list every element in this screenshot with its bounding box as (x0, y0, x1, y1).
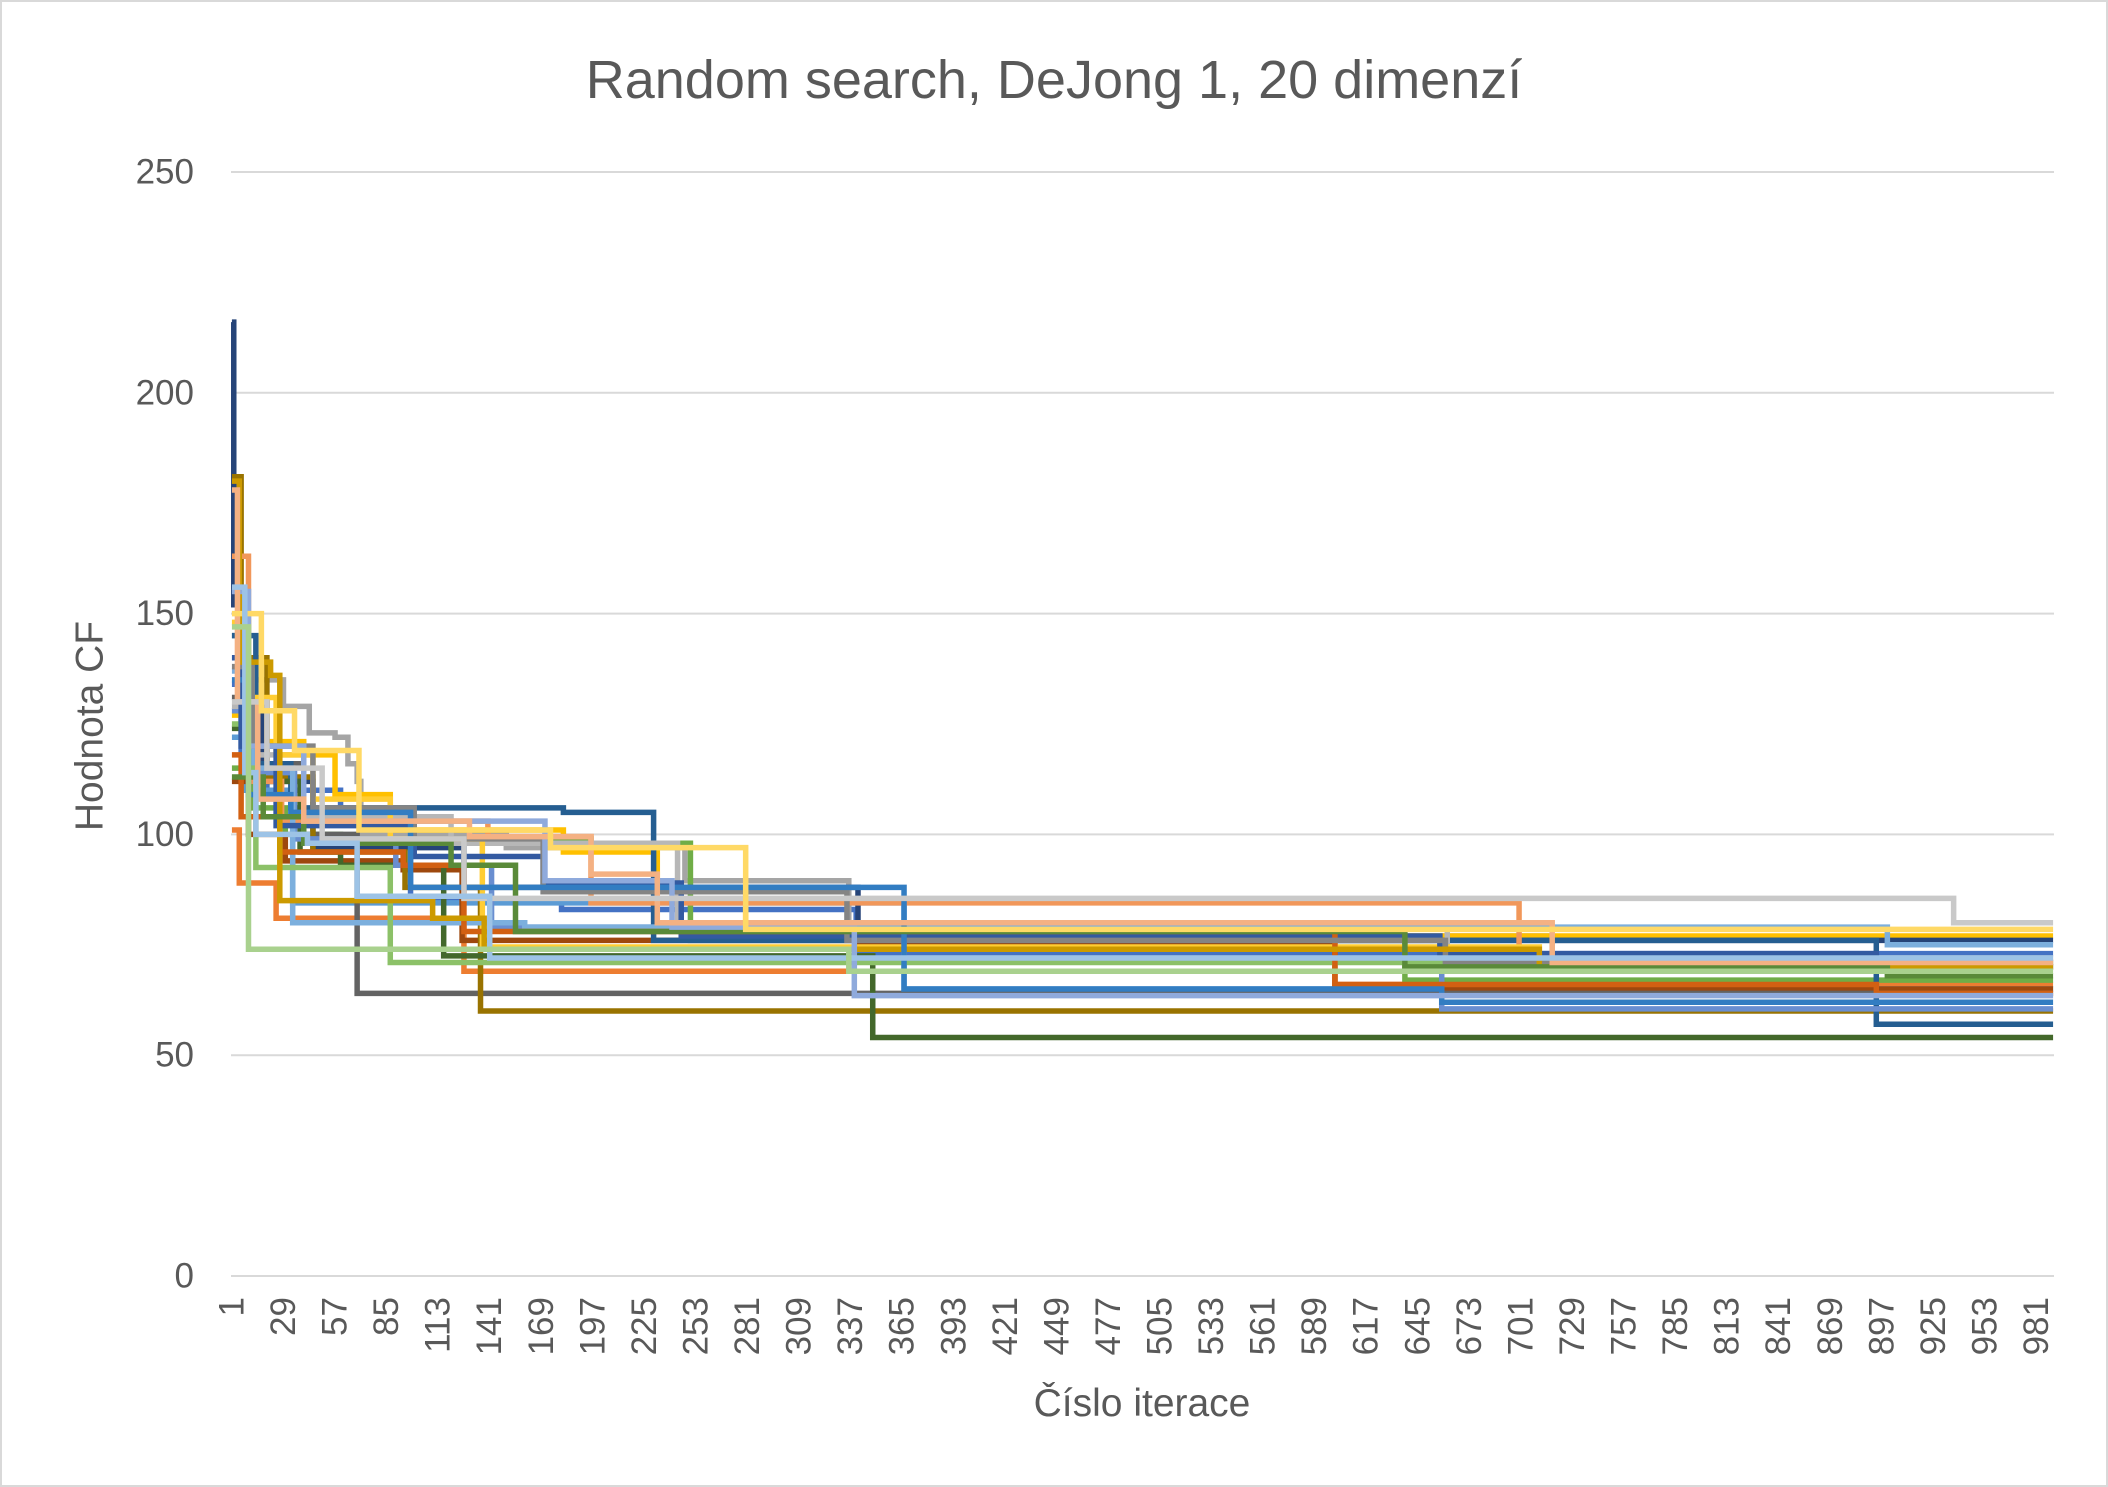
x-tick-label: 981 (2017, 1297, 2056, 1355)
y-axis-title: Hodnota CF (69, 621, 112, 831)
x-tick-label: 365 (883, 1297, 922, 1355)
y-tick-label: 250 (136, 153, 194, 192)
chart-title: Random search, DeJong 1, 20 dimenzí (586, 50, 1523, 110)
x-tick-label: 85 (367, 1297, 406, 1336)
x-tick-label: 785 (1656, 1297, 1695, 1355)
y-tick-label: 50 (155, 1036, 194, 1075)
x-tick-label: 477 (1089, 1297, 1128, 1355)
x-tick-label: 645 (1398, 1297, 1437, 1355)
series-line (231, 699, 2054, 926)
x-tick-label: 897 (1862, 1297, 1901, 1355)
x-tick-label: 589 (1295, 1297, 1334, 1355)
x-axis-tick-labels: 1 29 57 85 113 141 169 197 225 253 281 309 337 365 393… (212, 1297, 2056, 1355)
x-tick-label: 813 (1708, 1297, 1747, 1355)
x-tick-label: 729 (1553, 1297, 1592, 1355)
x-tick-label: 505 (1140, 1297, 1179, 1355)
x-tick-label: 953 (1965, 1297, 2004, 1355)
y-tick-label: 200 (136, 373, 194, 412)
x-tick-label: 841 (1759, 1297, 1798, 1355)
x-tick-label: 533 (1192, 1297, 1231, 1355)
x-tick-label: 701 (1501, 1297, 1540, 1355)
y-tick-label: 150 (136, 594, 194, 633)
x-tick-label: 281 (728, 1297, 767, 1355)
series-line (231, 584, 2054, 961)
x-tick-label: 337 (831, 1297, 870, 1355)
x-tick-label: 197 (573, 1297, 612, 1355)
x-axis-title: Číslo iterace (1034, 1381, 1251, 1425)
x-tick-label: 253 (676, 1297, 715, 1355)
series-line (231, 774, 2054, 979)
x-tick-label: 225 (625, 1297, 664, 1355)
x-tick-label: 309 (780, 1297, 819, 1355)
y-axis-tick-labels: 0 50 100 150 200 250 (136, 153, 194, 1296)
x-tick-label: 869 (1811, 1297, 1850, 1355)
y-tick-label: 100 (136, 815, 194, 854)
x-tick-label: 141 (470, 1297, 509, 1355)
x-tick-label: 169 (522, 1297, 561, 1355)
x-tick-label: 617 (1347, 1297, 1386, 1355)
x-tick-label: 29 (264, 1297, 303, 1336)
series-lines (231, 319, 2054, 1041)
x-tick-label: 925 (1914, 1297, 1953, 1355)
x-tick-label: 113 (419, 1297, 458, 1353)
series-line (231, 624, 2054, 975)
x-tick-label: 421 (986, 1297, 1025, 1355)
series-line (231, 610, 2054, 933)
y-tick-label: 0 (175, 1257, 194, 1296)
x-tick-label: 449 (1037, 1297, 1076, 1355)
x-tick-label: 673 (1450, 1297, 1489, 1355)
x-tick-label: 561 (1244, 1297, 1283, 1355)
x-tick-label: 757 (1605, 1297, 1644, 1355)
x-tick-label: 1 (212, 1297, 251, 1316)
x-tick-label: 57 (316, 1297, 355, 1336)
x-tick-label: 393 (934, 1297, 973, 1355)
